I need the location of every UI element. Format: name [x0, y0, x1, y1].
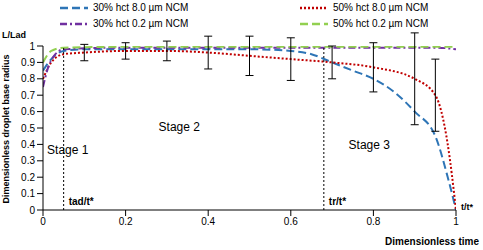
svg-text:0: 0 — [29, 205, 35, 216]
svg-text:0.3: 0.3 — [21, 155, 35, 166]
svg-text:0.8: 0.8 — [21, 73, 35, 84]
html-text:L/Lad: L/Lad — [2, 30, 26, 40]
svg-text:0.7: 0.7 — [21, 90, 35, 101]
html-text:30% hct 8.0 µm NCM: 30% hct 8.0 µm NCM — [93, 2, 189, 13]
svg-text:0.4: 0.4 — [201, 216, 215, 227]
svg-text:0.1: 0.1 — [21, 188, 35, 199]
svg-text:1: 1 — [453, 216, 459, 227]
html-text:Dimensionless time: Dimensionless time — [385, 236, 479, 247]
svg-text:tad/t*: tad/t* — [69, 196, 94, 207]
svg-text:0: 0 — [40, 216, 46, 227]
svg-text:tr/t*: tr/t* — [329, 196, 346, 207]
svg-text:0.2: 0.2 — [119, 216, 133, 227]
svg-text:1: 1 — [29, 41, 35, 52]
html-text:Dimensionless droplet base rad: Dimensionless droplet base radius — [1, 54, 11, 204]
html-text:t/t*: t/t* — [461, 202, 473, 212]
html-text:30% hct 0.2 µm NCM: 30% hct 0.2 µm NCM — [93, 18, 189, 29]
html-text:50% hct 8.0 µm NCM: 50% hct 8.0 µm NCM — [333, 2, 429, 13]
svg-text:0.6: 0.6 — [21, 106, 35, 117]
svg-text:Stage 2: Stage 2 — [159, 120, 201, 134]
html-text:50% hct 0.2 µm NCM: 50% hct 0.2 µm NCM — [333, 18, 429, 29]
svg-text:Stage 1: Stage 1 — [47, 143, 89, 157]
svg-text:0.2: 0.2 — [21, 172, 35, 183]
svg-text:0.4: 0.4 — [21, 139, 35, 150]
svg-text:0.9: 0.9 — [21, 57, 35, 68]
svg-text:0.5: 0.5 — [21, 123, 35, 134]
svg-text:Stage 3: Stage 3 — [349, 138, 391, 152]
svg-text:0.6: 0.6 — [284, 216, 298, 227]
svg-text:0.8: 0.8 — [366, 216, 380, 227]
